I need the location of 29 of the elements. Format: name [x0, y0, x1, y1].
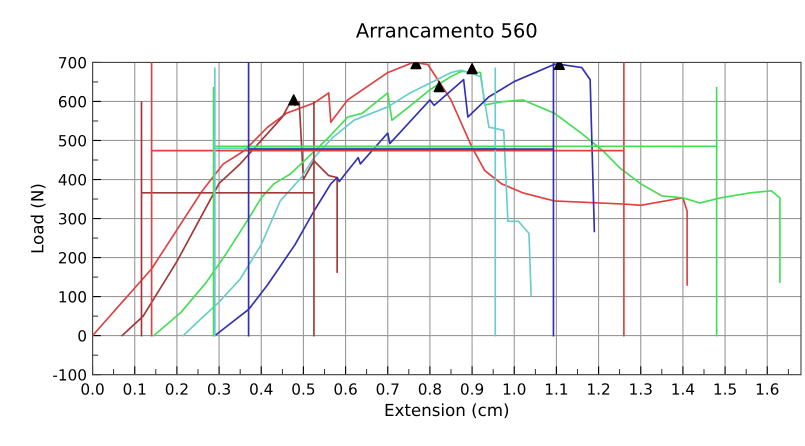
x-tick-label: 0.2: [166, 383, 188, 395]
x-tick-label: 1.0: [504, 383, 526, 395]
x-tick-label: 0.4: [250, 383, 273, 395]
y-tick-label: 100: [60, 291, 86, 303]
x-tick-label: 0.6: [334, 383, 357, 395]
y-tick-label: 200: [58, 252, 86, 264]
x-tick-label: 0.7: [376, 383, 399, 395]
x-tick-label: 0.8: [418, 383, 442, 395]
y-axis-title: Load (N): [30, 184, 46, 252]
x-tick-label: 0.9: [460, 383, 484, 395]
x-tick-label: 1.2: [588, 383, 610, 395]
x-tick-label: 1.3: [630, 383, 652, 395]
x-tick-label: 1.4: [672, 383, 694, 395]
y-tick-label: 700: [59, 56, 86, 68]
y-tick-label: 600: [58, 96, 86, 108]
y-tick-label: 400: [58, 174, 86, 186]
x-tick-label: 0.0: [81, 383, 104, 395]
y-tick-label: 300: [59, 213, 86, 225]
y-tick-label: -100: [53, 369, 86, 381]
x-tick-label: 1.1: [546, 383, 568, 395]
y-tick-label: 500: [59, 134, 86, 147]
x-tick-label: 0.3: [208, 383, 230, 395]
x-tick-label: 1.6: [756, 383, 778, 395]
chart-title: Arrancamento 560: [356, 23, 536, 38]
x-axis-title: Extension (cm): [386, 403, 508, 418]
y-tick-label: 0: [78, 330, 86, 342]
x-tick-label: 0.5: [292, 383, 314, 395]
x-tick-label: 1.5: [714, 383, 736, 395]
x-tick-label: 0.1: [124, 383, 146, 395]
